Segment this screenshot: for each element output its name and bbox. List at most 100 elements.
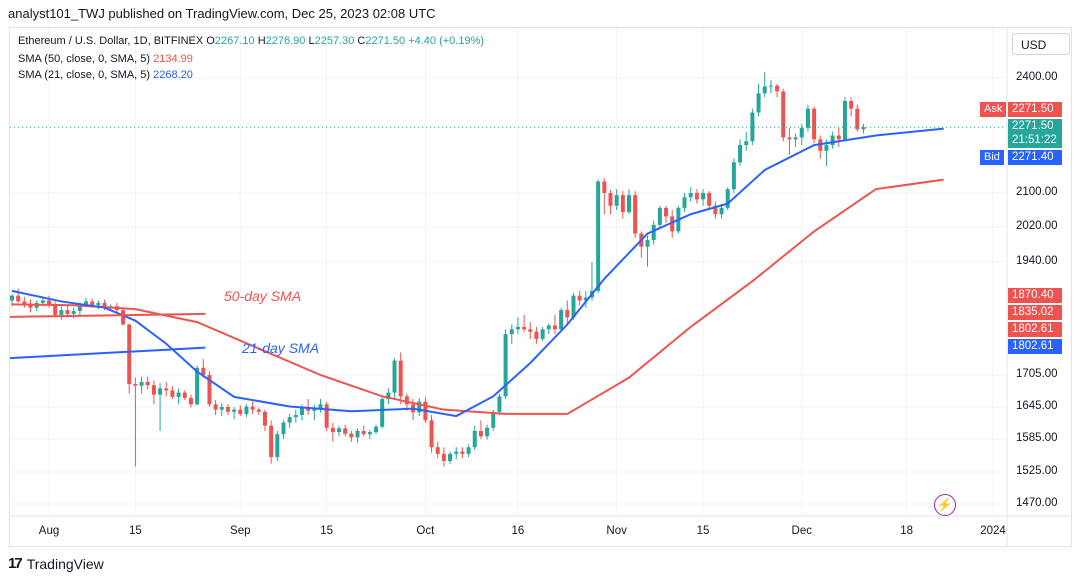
- trendline-sma50: [9, 312, 206, 318]
- x-tick-label: 15: [696, 525, 710, 537]
- candle: [127, 323, 132, 394]
- candle-body: [195, 367, 200, 405]
- currency-button[interactable]: USD: [1012, 33, 1070, 55]
- candle: [244, 404, 249, 418]
- candle-body: [392, 360, 397, 393]
- axis-tag-1802-red: 1802.61: [1008, 322, 1062, 337]
- candle-body: [836, 135, 841, 140]
- candle: [10, 294, 14, 307]
- candle: [540, 326, 545, 342]
- candle: [670, 210, 675, 238]
- candle: [781, 88, 786, 142]
- legend-sma21-label: SMA (21, close, 0, SMA, 5): [18, 69, 151, 81]
- candle-body: [312, 408, 317, 411]
- candle-body: [28, 305, 33, 308]
- candle: [435, 441, 440, 459]
- legend-high: 2276.90: [265, 35, 306, 47]
- candle-body: [201, 367, 206, 375]
- candle: [207, 371, 212, 407]
- candle-body: [849, 101, 854, 109]
- candle: [139, 376, 144, 394]
- candle: [238, 405, 243, 417]
- legend-change: +4.40 (+0.19%): [408, 35, 485, 47]
- candle: [738, 139, 743, 167]
- candle-body: [596, 181, 601, 291]
- sma50-axis-tag: 1870.40: [1008, 288, 1062, 303]
- candle-body: [750, 112, 755, 142]
- candle: [417, 397, 422, 417]
- sma21-line: [11, 127, 944, 418]
- candle: [559, 307, 564, 332]
- candle-body: [466, 447, 471, 454]
- legend-sma50-row[interactable]: SMA (50, close, 0, SMA, 5) 2134.99: [18, 53, 193, 65]
- candle: [281, 420, 286, 439]
- candle-body: [540, 329, 545, 339]
- legend-low: 2257.30: [314, 35, 355, 47]
- chart-frame[interactable]: [9, 27, 1072, 547]
- candle: [657, 205, 662, 230]
- candle-body: [571, 295, 576, 318]
- candle: [170, 386, 175, 399]
- candle-body: [577, 295, 582, 301]
- legend-sma50-value: 2134.99: [153, 53, 193, 65]
- candle-body: [509, 329, 514, 335]
- candle: [528, 322, 533, 339]
- candle-body: [133, 384, 138, 386]
- candle: [602, 178, 607, 215]
- x-tick-label: 15: [128, 525, 142, 537]
- candle-body: [768, 85, 773, 87]
- candle: [707, 191, 712, 210]
- candle-body: [349, 433, 354, 438]
- candle: [188, 394, 193, 408]
- candle: [756, 83, 761, 117]
- x-tick-label: Oct: [416, 525, 435, 537]
- candle: [651, 220, 656, 245]
- candle-body: [614, 195, 619, 206]
- candle-body: [71, 311, 76, 314]
- candle: [775, 83, 780, 98]
- candle-body: [787, 137, 792, 140]
- candle-body: [188, 397, 193, 405]
- candle: [478, 420, 483, 439]
- candle-body: [645, 240, 650, 247]
- lightning-icon[interactable]: ⚡: [934, 494, 956, 516]
- candle: [620, 191, 625, 219]
- candle-body: [855, 108, 860, 130]
- candle: [219, 403, 224, 417]
- candle: [799, 124, 804, 146]
- candle-body: [417, 401, 422, 413]
- candle-body: [762, 86, 767, 94]
- candle-body: [472, 431, 477, 448]
- legend-open: 2267.10: [214, 35, 255, 47]
- candle-body: [256, 409, 261, 412]
- candle: [762, 72, 767, 98]
- candle-body: [454, 451, 459, 454]
- candle: [28, 299, 33, 313]
- candle: [225, 404, 230, 415]
- candle-body: [77, 304, 82, 312]
- y-tick-label: 2020.00: [1016, 220, 1058, 232]
- legend-open-label: O: [206, 35, 215, 47]
- candle: [380, 396, 385, 429]
- candle: [750, 108, 755, 146]
- candle: [121, 307, 126, 326]
- axis-tag-1835: 1835.02: [1008, 305, 1062, 320]
- candle: [164, 381, 169, 397]
- candle-body: [744, 141, 749, 146]
- legend-close-label: C: [357, 35, 366, 47]
- candle-body: [238, 409, 243, 414]
- candle-body: [694, 193, 699, 200]
- candle-body: [731, 162, 736, 190]
- candle-body: [620, 195, 625, 213]
- footer-brand[interactable]: 17 TradingView: [8, 555, 104, 572]
- candle-body: [775, 85, 780, 92]
- candle-body: [398, 360, 403, 397]
- candle: [324, 401, 329, 431]
- candle: [503, 329, 508, 399]
- candle-body: [355, 431, 360, 438]
- candle-body: [435, 447, 440, 454]
- candle: [515, 317, 520, 335]
- legend-sma21-row[interactable]: SMA (21, close, 0, SMA, 5) 2268.20: [18, 69, 193, 81]
- candle: [849, 97, 854, 117]
